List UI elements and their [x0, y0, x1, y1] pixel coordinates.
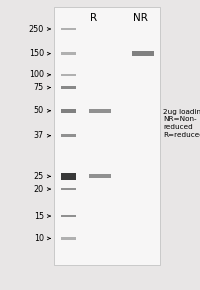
Bar: [61, 52, 76, 55]
Text: NR: NR: [133, 13, 147, 23]
Bar: [89, 109, 111, 113]
Bar: [61, 73, 76, 76]
Bar: [61, 109, 76, 113]
Bar: [61, 86, 76, 89]
Bar: [61, 173, 76, 180]
Bar: [89, 175, 111, 178]
Text: R: R: [90, 13, 98, 23]
Bar: [61, 134, 76, 137]
Text: 10: 10: [34, 234, 44, 243]
Text: 75: 75: [34, 83, 44, 92]
Text: 150: 150: [29, 49, 44, 58]
Bar: [61, 188, 76, 191]
Text: 2ug loading
NR=Non-
reduced
R=reduced: 2ug loading NR=Non- reduced R=reduced: [163, 109, 200, 138]
Bar: [61, 215, 76, 218]
Text: 37: 37: [34, 131, 44, 140]
Text: 25: 25: [34, 172, 44, 181]
Text: 20: 20: [34, 184, 44, 194]
Text: 250: 250: [29, 24, 44, 34]
Bar: [61, 28, 76, 30]
Bar: [132, 52, 154, 56]
Bar: [54, 7, 160, 265]
Text: 100: 100: [29, 70, 44, 79]
Text: 50: 50: [34, 106, 44, 115]
Bar: [61, 237, 76, 240]
Text: 15: 15: [34, 211, 44, 221]
